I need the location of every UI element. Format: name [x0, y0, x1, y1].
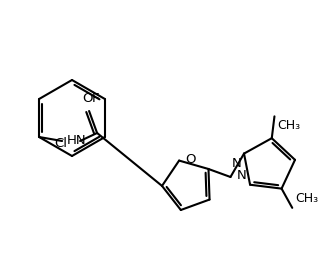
- Text: Cl: Cl: [54, 137, 67, 150]
- Text: O: O: [82, 92, 92, 105]
- Text: F: F: [91, 92, 99, 106]
- Text: HN: HN: [67, 134, 87, 146]
- Text: N: N: [231, 157, 241, 170]
- Text: N: N: [236, 169, 246, 182]
- Text: O: O: [185, 153, 196, 166]
- Text: CH₃: CH₃: [278, 119, 301, 132]
- Text: CH₃: CH₃: [295, 192, 319, 205]
